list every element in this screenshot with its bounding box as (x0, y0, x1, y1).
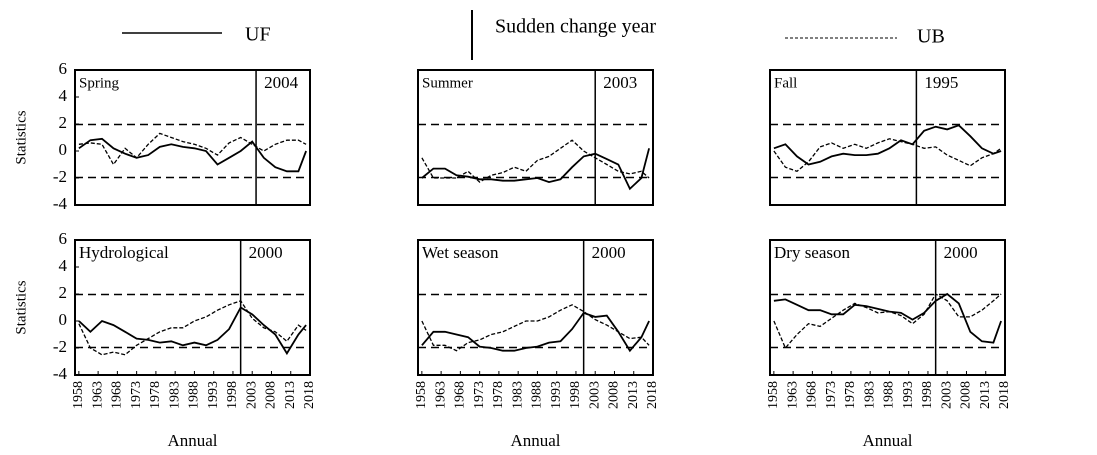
x-tick-label: 2018 (997, 381, 1012, 409)
x-tick-label: 2018 (645, 381, 660, 409)
panel-frame (74, 239, 311, 376)
x-tick-label: 1958 (766, 381, 781, 409)
y-axis-label: Statistics (13, 280, 29, 334)
legend-ub: UB (917, 26, 945, 48)
series-line (421, 148, 650, 191)
x-axis-label: Annual (862, 431, 912, 450)
x-tick-label: 1993 (549, 381, 564, 409)
panel-title: Dry season (774, 243, 851, 262)
x-tick-label: 2003 (939, 381, 954, 409)
x-tick-label: 2008 (607, 381, 622, 409)
x-tick-label: 2013 (626, 381, 641, 409)
x-tick-label: 2013 (978, 381, 993, 409)
x-tick-label: 1998 (920, 381, 935, 409)
y-tick-label: 0 (59, 310, 68, 329)
panel-title: Summer (422, 75, 473, 91)
panel-title: Spring (79, 75, 120, 91)
x-tick-label: 1963 (433, 381, 448, 409)
y-tick-label: -2 (53, 337, 67, 356)
x-tick-label: 1968 (453, 381, 468, 409)
x-axis-label: Annual (510, 431, 560, 450)
panel-frame (769, 239, 1006, 376)
x-tick-label: 1983 (862, 381, 877, 409)
panel-title: Fall (774, 75, 797, 91)
series-line (78, 137, 307, 173)
panel-frame (74, 69, 311, 206)
x-tick-label: 1993 (901, 381, 916, 409)
y-tick-label: -4 (53, 364, 68, 383)
x-tick-label: 1963 (785, 381, 800, 409)
x-tick-label: 2008 (264, 381, 279, 409)
series-line (421, 139, 650, 183)
x-tick-label: 2003 (244, 381, 259, 409)
legend-uf: UF (245, 24, 271, 46)
change-year-label: 2003 (603, 73, 637, 92)
panel-title: Wet season (422, 243, 499, 262)
panel-frame (417, 239, 654, 376)
x-tick-label: 1968 (110, 381, 125, 409)
x-tick-label: 1978 (491, 381, 506, 409)
panel-frame (769, 69, 1006, 206)
y-tick-label: 2 (59, 113, 68, 132)
series-line (773, 292, 1002, 344)
x-tick-label: 1958 (414, 381, 429, 409)
series-line (773, 293, 1002, 350)
x-tick-label: 1973 (129, 381, 144, 409)
panel-frame (417, 69, 654, 206)
series-line (78, 306, 307, 356)
series-line (773, 124, 1002, 166)
x-tick-label: 1963 (90, 381, 105, 409)
series-line (78, 300, 307, 356)
series-line (421, 311, 650, 353)
x-tick-label: 1983 (167, 381, 182, 409)
change-year-label: 1995 (924, 73, 958, 92)
panel-title: Hydrological (79, 243, 169, 262)
y-tick-label: 6 (59, 59, 68, 78)
x-tick-label: 1988 (187, 381, 202, 409)
x-axis-label: Annual (167, 431, 217, 450)
y-tick-label: -4 (53, 194, 68, 213)
x-tick-label: 1968 (805, 381, 820, 409)
series-line (78, 132, 307, 166)
x-tick-label: 1998 (568, 381, 583, 409)
legend-change: Sudden change year (495, 16, 656, 38)
x-tick-label: 1958 (71, 381, 86, 409)
y-tick-label: -2 (53, 167, 67, 186)
x-tick-label: 1973 (824, 381, 839, 409)
x-tick-label: 1993 (206, 381, 221, 409)
y-tick-label: 2 (59, 283, 68, 302)
x-tick-label: 2008 (959, 381, 974, 409)
series-line (421, 304, 650, 352)
x-tick-label: 1973 (472, 381, 487, 409)
change-year-label: 2000 (944, 243, 978, 262)
y-tick-label: 4 (59, 256, 68, 275)
series-line (773, 138, 1002, 173)
x-tick-label: 1978 (843, 381, 858, 409)
change-year-label: 2000 (592, 243, 626, 262)
y-tick-label: 6 (59, 229, 68, 248)
x-tick-label: 1998 (225, 381, 240, 409)
change-year-label: 2004 (264, 73, 299, 92)
x-tick-label: 2013 (283, 381, 298, 409)
x-tick-label: 2003 (587, 381, 602, 409)
y-tick-label: 4 (59, 86, 68, 105)
change-year-label: 2000 (249, 243, 283, 262)
x-tick-label: 1978 (148, 381, 163, 409)
x-tick-label: 1988 (882, 381, 897, 409)
x-tick-label: 1988 (530, 381, 545, 409)
y-tick-label: 0 (59, 140, 68, 159)
x-tick-label: 2018 (302, 381, 317, 409)
y-axis-label: Statistics (13, 110, 29, 164)
x-tick-label: 1983 (510, 381, 525, 409)
